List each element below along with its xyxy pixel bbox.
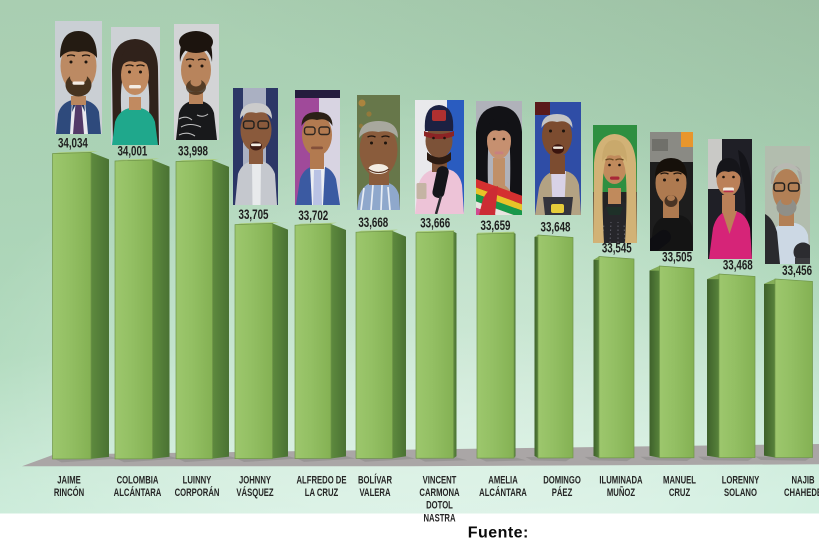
svg-text:COLOMBIA: COLOMBIA: [117, 474, 159, 487]
svg-text:33,668: 33,668: [358, 214, 388, 230]
svg-text:ALCÁNTARA: ALCÁNTARA: [114, 487, 162, 500]
svg-text:33,705: 33,705: [239, 206, 269, 222]
svg-text:NAJIB: NAJIB: [791, 474, 814, 487]
svg-text:ILUMINADA: ILUMINADA: [599, 474, 642, 487]
svg-text:VINCENT: VINCENT: [423, 474, 457, 487]
svg-text:33,468: 33,468: [723, 257, 753, 273]
svg-text:33,702: 33,702: [298, 207, 328, 223]
svg-text:ALCÁNTARA: ALCÁNTARA: [479, 487, 527, 500]
svg-text:DOTOL: DOTOL: [426, 499, 453, 512]
svg-text:AMELIA: AMELIA: [488, 474, 518, 487]
svg-text:33,659: 33,659: [481, 217, 511, 233]
svg-text:Fuente:: Fuente:: [468, 525, 529, 542]
svg-text:VÁSQUEZ: VÁSQUEZ: [236, 487, 273, 500]
svg-text:CARMONA: CARMONA: [419, 487, 459, 500]
svg-text:LA CRUZ: LA CRUZ: [305, 487, 339, 500]
svg-text:CHAHEDE: CHAHEDE: [784, 487, 819, 500]
svg-text:BOLÍVAR: BOLÍVAR: [358, 474, 392, 487]
svg-text:33,505: 33,505: [662, 249, 692, 265]
svg-text:34,001: 34,001: [117, 143, 147, 159]
svg-text:DOMINGO: DOMINGO: [543, 474, 581, 487]
svg-text:33,456: 33,456: [782, 262, 812, 278]
svg-text:PÁEZ: PÁEZ: [552, 487, 573, 500]
svg-text:33,998: 33,998: [178, 143, 208, 159]
svg-text:MUÑOZ: MUÑOZ: [607, 487, 635, 500]
svg-text:SOLANO: SOLANO: [724, 487, 757, 500]
svg-text:33,666: 33,666: [420, 215, 450, 231]
svg-text:NASTRA: NASTRA: [423, 512, 455, 525]
svg-text:CORPORÁN: CORPORÁN: [175, 487, 220, 500]
svg-text:33,648: 33,648: [541, 219, 571, 235]
svg-text:ALFREDO DE: ALFREDO DE: [296, 474, 346, 487]
svg-text:34,034: 34,034: [58, 135, 88, 151]
svg-text:CRUZ: CRUZ: [669, 487, 691, 500]
svg-text:33,545: 33,545: [602, 240, 632, 256]
svg-text:JAIME: JAIME: [57, 474, 81, 487]
svg-text:RINCÓN: RINCÓN: [54, 486, 84, 500]
svg-text:VALERA: VALERA: [359, 487, 390, 500]
svg-text:LUINNY: LUINNY: [183, 474, 212, 487]
svg-text:JOHNNY: JOHNNY: [239, 474, 272, 487]
svg-text:LORENNY: LORENNY: [722, 474, 760, 487]
svg-text:MANUEL: MANUEL: [663, 474, 696, 487]
